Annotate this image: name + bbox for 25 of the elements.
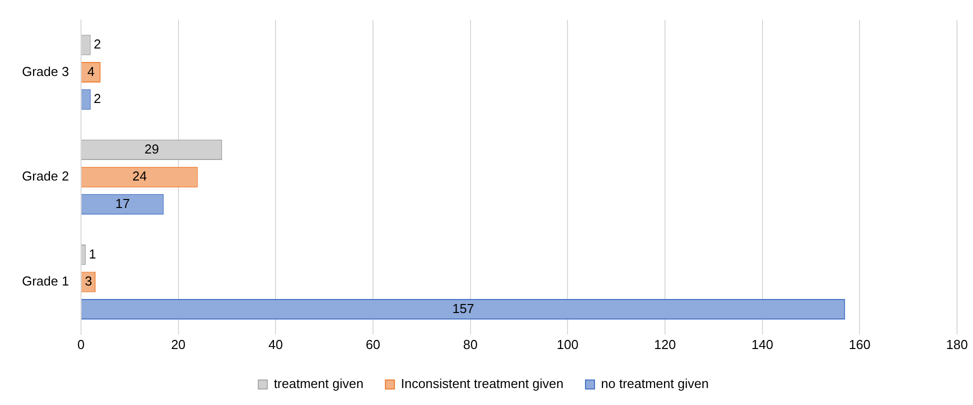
x-tick-label: 120 bbox=[654, 336, 676, 352]
data-label: 1 bbox=[88, 246, 96, 262]
data-label: 2 bbox=[94, 36, 101, 52]
data-label: 157 bbox=[452, 300, 474, 316]
legend-label: Inconsistent treatment given bbox=[400, 376, 564, 392]
data-label: 29 bbox=[144, 141, 160, 156]
x-tick-label: 180 bbox=[946, 336, 968, 352]
data-label: 2 bbox=[94, 91, 101, 106]
data-label: 4 bbox=[87, 64, 95, 79]
x-tick-label: 80 bbox=[463, 336, 478, 352]
x-tick-label: 20 bbox=[171, 336, 186, 352]
y-tick-label: Grade 1 bbox=[22, 274, 69, 289]
data-label: 17 bbox=[115, 196, 130, 211]
data-label: 3 bbox=[84, 274, 92, 289]
x-tick-label: 0 bbox=[77, 336, 85, 352]
y-tick-label: Grade 3 bbox=[22, 64, 69, 79]
y-tick-label: Grade 2 bbox=[22, 168, 69, 184]
data-label: 24 bbox=[132, 168, 147, 184]
legend-label: no treatment given bbox=[601, 376, 709, 392]
x-tick-label: 60 bbox=[366, 336, 380, 352]
x-tick-label: 40 bbox=[268, 336, 283, 352]
x-tick-label: 140 bbox=[751, 336, 774, 352]
legend-label: treatment given bbox=[274, 376, 364, 392]
x-tick-label: 100 bbox=[556, 336, 579, 352]
x-tick-label: 160 bbox=[848, 336, 871, 352]
